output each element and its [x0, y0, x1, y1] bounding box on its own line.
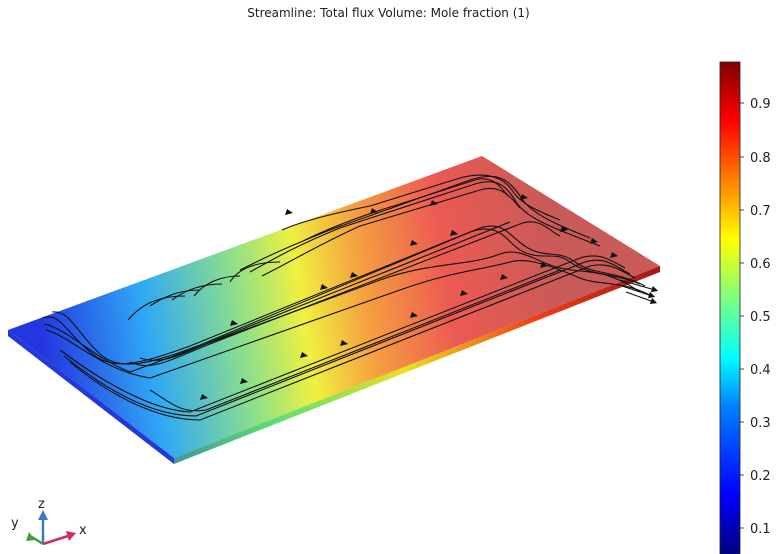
- colorbar-tick-label: 0.4: [750, 363, 771, 378]
- axis-triad-y-label: y: [11, 516, 19, 531]
- plate-front-edge: [8, 330, 174, 464]
- colorbar-tick-label: 0.5: [750, 310, 771, 325]
- colorbar-tick-label: 0.6: [750, 257, 771, 272]
- colorbar-tick-label: 0.3: [750, 416, 771, 431]
- axis-triad: z x y: [11, 497, 87, 546]
- axis-triad-z-label: z: [38, 497, 45, 512]
- colorbar-tick-label: 0.1: [750, 522, 771, 537]
- streamlines: [41, 174, 659, 421]
- axis-triad-x-label: x: [79, 523, 87, 538]
- colorbar-tick-label: 0.2: [750, 469, 771, 484]
- streamline-arrows: [200, 194, 618, 400]
- plate-right-edge: [174, 266, 660, 464]
- colorbar: [719, 61, 741, 554]
- colorbar-tick-label: 0.9: [750, 97, 771, 112]
- colorbar-tick-label: 0.8: [750, 151, 771, 166]
- colorbar-ticks: [740, 102, 744, 529]
- colorbar-tick-label: 0.7: [750, 204, 771, 219]
- plot-title: Streamline: Total flux Volume: Mole frac…: [247, 6, 530, 20]
